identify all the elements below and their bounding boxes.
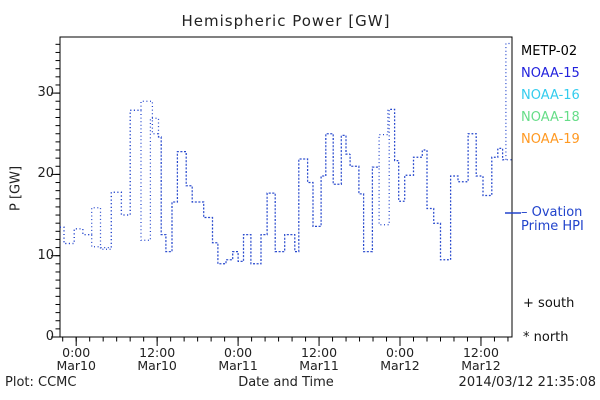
x-tick-label: 12:00 Mar10 <box>125 346 189 372</box>
x-tick-label: 0:00 Mar10 <box>44 346 108 372</box>
x-tick-date: Mar11 <box>299 358 339 373</box>
plot-box <box>59 36 513 338</box>
asterisk-marker-icon: * <box>523 330 530 345</box>
x-axis-label: Date and Time <box>238 375 334 390</box>
hpi-series-line <box>60 108 512 265</box>
legend-marker-north: * north <box>523 330 569 345</box>
y-tick-label: 30 <box>37 85 54 101</box>
x-tick-time: 0:00 <box>224 345 253 360</box>
chart-title: Hemispheric Power [GW] <box>181 12 391 30</box>
footer-plot-credit: Plot: CCMC <box>5 375 77 390</box>
x-tick-label: 12:00 Mar12 <box>449 346 513 372</box>
legend-marker-south: + south <box>523 296 574 311</box>
x-tick-time: 0:00 <box>62 345 91 360</box>
legend-satellite-noaa-18: NOAA-18 <box>521 110 580 125</box>
x-tick-date: Mar10 <box>56 358 96 373</box>
y-tick-label: 20 <box>37 166 54 182</box>
x-tick-time: 12:00 <box>139 345 176 360</box>
hpi-series-line <box>60 42 512 265</box>
legend-ovation-line2: Prime HPI <box>521 218 584 234</box>
legend-satellite-noaa-19: NOAA-19 <box>521 132 580 147</box>
legend-satellite-noaa-16: NOAA-16 <box>521 88 580 103</box>
y-tick-label: 0 <box>45 329 54 344</box>
legend-marker-north-label: north <box>533 330 569 345</box>
x-tick-date: Mar10 <box>137 358 177 373</box>
x-tick-label: 0:00 Mar11 <box>206 346 270 372</box>
plus-marker-icon: + <box>523 296 534 311</box>
x-tick-label: 12:00 Mar11 <box>287 346 351 372</box>
legend-ovation-line1: – Ovation <box>521 205 583 220</box>
footer-timestamp: 2014/03/12 21:35:08 <box>458 375 596 390</box>
legend-marker-south-label: south <box>538 296 575 311</box>
x-tick-time: 0:00 <box>385 345 415 360</box>
legend-satellite-noaa-15: NOAA-15 <box>521 66 580 81</box>
legend-ovation-entry: – Ovation Prime HPI <box>521 206 584 233</box>
x-tick-time: 12:00 <box>462 345 499 360</box>
x-tick-time: 12:00 <box>301 345 338 360</box>
x-tick-label: 0:00 Mar12 <box>368 346 432 372</box>
x-tick-date: Mar12 <box>380 358 420 373</box>
y-tick-label: 10 <box>37 247 54 263</box>
x-tick-date: Mar12 <box>461 358 501 373</box>
legend-satellite-metp-02: METP-02 <box>521 44 578 59</box>
x-tick-date: Mar11 <box>218 358 258 373</box>
